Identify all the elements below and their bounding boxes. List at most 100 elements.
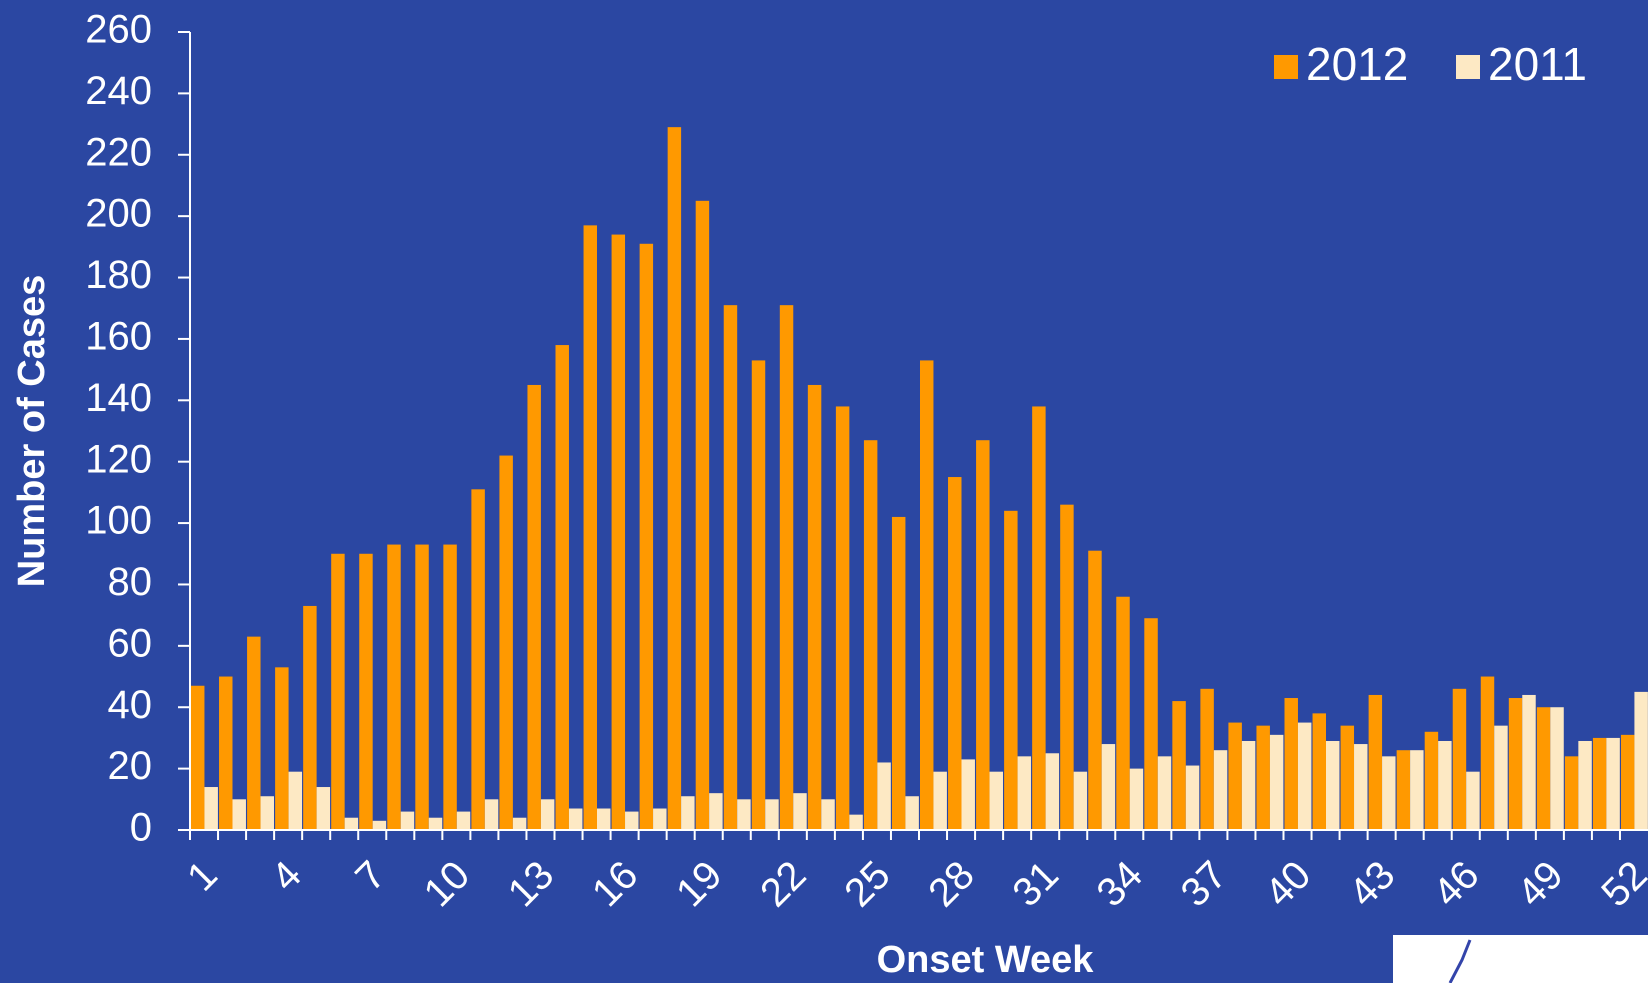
bar bbox=[1129, 768, 1144, 830]
bar bbox=[1185, 765, 1200, 830]
bar bbox=[1060, 504, 1074, 830]
bar bbox=[625, 811, 639, 830]
bar bbox=[1269, 734, 1284, 830]
bar bbox=[1410, 750, 1424, 830]
x-tick-label: 43 bbox=[1341, 853, 1404, 916]
bar bbox=[443, 544, 457, 830]
x-tick-label: 16 bbox=[584, 853, 647, 916]
logo-box bbox=[1393, 935, 1648, 983]
bar bbox=[568, 808, 583, 830]
bar bbox=[512, 817, 527, 830]
bar bbox=[415, 544, 429, 830]
bar bbox=[1017, 756, 1032, 830]
bar bbox=[863, 440, 878, 830]
y-tick-label: 40 bbox=[108, 683, 153, 727]
bar bbox=[540, 799, 555, 830]
bar bbox=[1634, 691, 1648, 830]
bar bbox=[1396, 750, 1411, 830]
bar bbox=[1438, 740, 1452, 830]
bar bbox=[948, 477, 962, 830]
bar bbox=[737, 799, 751, 830]
bar bbox=[751, 360, 766, 830]
bar bbox=[219, 676, 233, 830]
x-tick-label: 28 bbox=[920, 853, 983, 916]
bar bbox=[359, 553, 373, 830]
bar bbox=[260, 796, 274, 830]
bar bbox=[1620, 734, 1635, 830]
bar bbox=[807, 384, 822, 830]
bar bbox=[765, 799, 779, 830]
bar bbox=[1228, 722, 1242, 830]
x-tick-label: 10 bbox=[416, 853, 479, 916]
x-tick-label: 37 bbox=[1173, 853, 1236, 916]
bar bbox=[877, 762, 891, 830]
bar bbox=[331, 553, 345, 830]
bar bbox=[667, 127, 682, 830]
legend-swatch bbox=[1456, 55, 1480, 79]
bar bbox=[849, 814, 863, 830]
bar bbox=[1494, 725, 1508, 830]
bar bbox=[1424, 731, 1439, 830]
bar bbox=[499, 455, 513, 830]
x-tick-label: 25 bbox=[836, 853, 899, 916]
y-tick-label: 260 bbox=[85, 8, 152, 52]
bar bbox=[1101, 744, 1116, 830]
bar bbox=[1340, 725, 1355, 830]
bar bbox=[1480, 676, 1495, 830]
bar bbox=[1088, 550, 1102, 830]
bar bbox=[989, 771, 1003, 830]
bar bbox=[1466, 771, 1480, 830]
bar bbox=[1045, 753, 1060, 830]
bar bbox=[933, 771, 947, 830]
bar bbox=[1606, 737, 1620, 830]
x-tick-label: 34 bbox=[1089, 853, 1152, 916]
bar bbox=[709, 793, 723, 830]
bar bbox=[723, 305, 738, 831]
bar bbox=[821, 799, 835, 830]
bar bbox=[611, 234, 626, 831]
bar bbox=[1213, 750, 1228, 830]
bar bbox=[191, 685, 205, 830]
x-tick-label: 1 bbox=[179, 853, 226, 900]
bar bbox=[1241, 740, 1256, 830]
bar bbox=[1508, 698, 1523, 830]
bar bbox=[1116, 596, 1130, 830]
bar bbox=[387, 544, 401, 830]
x-tick-label: 13 bbox=[500, 853, 563, 916]
bar bbox=[1073, 771, 1088, 830]
x-axis-label: Onset Week bbox=[877, 939, 1095, 981]
y-tick-label: 80 bbox=[108, 560, 153, 604]
bar bbox=[1172, 701, 1186, 830]
y-tick-label: 160 bbox=[85, 314, 152, 358]
bar bbox=[527, 384, 541, 830]
bar bbox=[471, 489, 485, 830]
bar bbox=[428, 817, 443, 830]
y-tick-label: 60 bbox=[108, 621, 153, 665]
y-tick-label: 240 bbox=[85, 69, 152, 113]
x-tick-label: 31 bbox=[1004, 853, 1067, 916]
x-tick-label: 52 bbox=[1593, 853, 1648, 916]
bar bbox=[681, 796, 695, 830]
y-tick-label: 220 bbox=[85, 130, 152, 174]
bar bbox=[400, 811, 415, 830]
bar bbox=[1592, 737, 1607, 830]
bar bbox=[596, 808, 611, 830]
y-tick-label: 200 bbox=[85, 192, 152, 236]
bar bbox=[1004, 510, 1018, 830]
bar bbox=[316, 787, 331, 830]
bar bbox=[1297, 722, 1312, 830]
x-tick-label: 49 bbox=[1509, 853, 1572, 916]
x-tick-label: 46 bbox=[1425, 853, 1488, 916]
bar bbox=[695, 200, 710, 831]
bar bbox=[288, 771, 303, 830]
bar bbox=[779, 305, 794, 831]
bar bbox=[204, 787, 218, 830]
bar bbox=[1550, 707, 1564, 830]
bar bbox=[583, 225, 597, 830]
bar bbox=[835, 406, 850, 830]
bar bbox=[303, 605, 317, 830]
bar bbox=[1522, 694, 1536, 830]
bar bbox=[1312, 713, 1326, 830]
bar bbox=[653, 808, 667, 830]
